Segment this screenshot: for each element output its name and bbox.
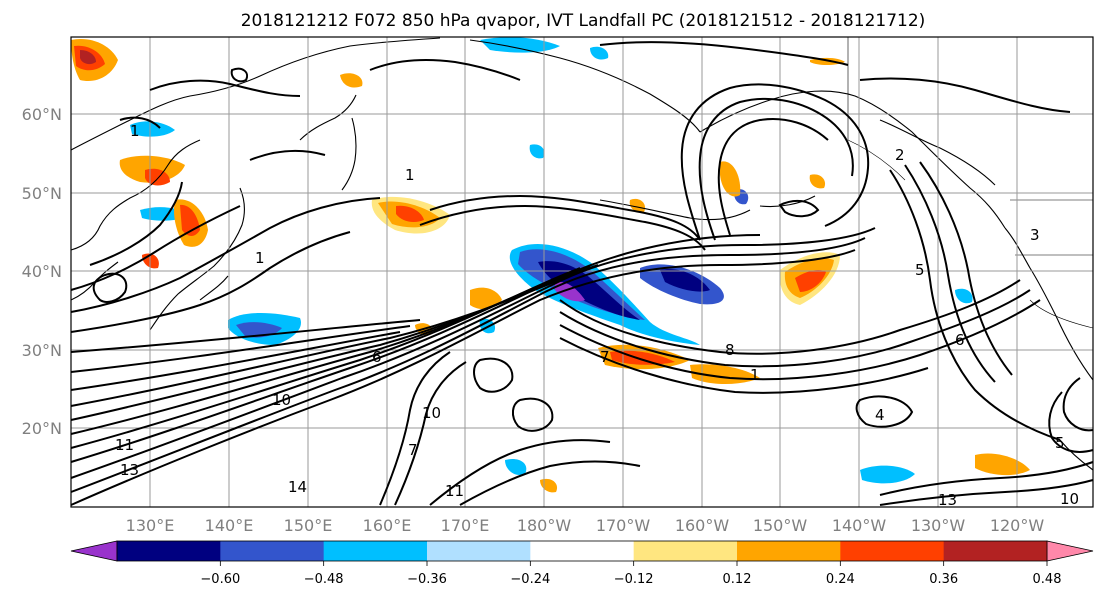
colorbar-segment	[323, 541, 428, 561]
lon-label: 150°W	[753, 516, 808, 535]
colorbar-extend-max	[1046, 540, 1094, 562]
contour-label: 10	[272, 391, 291, 409]
colorbar-tick-label: 0.12	[723, 572, 752, 587]
colorbar-segment	[530, 541, 635, 561]
lat-label: 50°N	[22, 184, 62, 203]
colorbar-segment	[633, 541, 738, 561]
lon-label: 170°E	[441, 516, 490, 535]
contour-label: 1	[750, 366, 760, 384]
lon-label: 140°E	[205, 516, 254, 535]
contour-label: 5	[915, 261, 925, 279]
lon-label: 170°W	[596, 516, 651, 535]
latitude-labels: 60°N 50°N 40°N 30°N 20°N	[22, 105, 62, 438]
contour-label: 1	[130, 122, 140, 140]
colorbar-tick-label: −0.48	[304, 572, 344, 587]
contour-label: 6	[955, 331, 965, 349]
contour-label: 13	[938, 491, 957, 509]
contour-label: 10	[422, 404, 441, 422]
contour-label: 13	[120, 461, 139, 479]
colorbar-segment	[737, 541, 841, 561]
lon-label: 160°W	[675, 516, 730, 535]
colorbar-segment	[427, 541, 531, 561]
contour-label: 1	[255, 249, 265, 267]
lat-label: 60°N	[22, 105, 62, 124]
colorbar-ticks: −0.60 −0.48 −0.36 −0.24 −0.12 0.12 0.24 0.36 0.4…	[200, 561, 1062, 587]
contour-labels: 1 1 1 2 3 5 6 6 7 8 10 10 11 13 13 14 4 …	[115, 122, 1079, 509]
borders	[847, 37, 1094, 329]
colorbar-segment	[117, 541, 221, 561]
colorbar-tick-label: −0.36	[407, 572, 447, 587]
contour-label: 10	[1060, 490, 1079, 508]
colorbar-tick-label: 0.36	[929, 572, 958, 587]
contour-label: 6	[372, 348, 382, 366]
contour-label: 7	[600, 348, 610, 366]
colorbar-segment	[220, 541, 325, 561]
contour-label: 4	[875, 406, 885, 424]
lon-label: 160°E	[363, 516, 412, 535]
lon-label: 140°W	[832, 516, 887, 535]
lat-label: 40°N	[22, 262, 62, 281]
colorbar-frame	[116, 540, 1048, 562]
map-frame	[70, 36, 1094, 508]
colorbar-tick-label: −0.12	[614, 572, 654, 587]
contour-label: 7	[408, 441, 418, 459]
colorbar-tick-label: −0.60	[200, 572, 240, 587]
contour-label: 14	[288, 478, 307, 496]
lat-label: 20°N	[22, 419, 62, 438]
gridlines	[71, 37, 1093, 507]
colorbar-tick-label: 0.24	[826, 572, 855, 587]
contour-label: 5	[1055, 434, 1065, 452]
lon-label: 130°E	[126, 516, 175, 535]
lon-label: 120°W	[990, 516, 1045, 535]
contour-label: 11	[445, 482, 464, 500]
lon-label: 150°E	[284, 516, 333, 535]
map-title: 2018121212 F072 850 hPa qvapor, IVT Land…	[241, 11, 926, 31]
lon-label: 180°W	[517, 516, 572, 535]
lon-label: 130°W	[911, 516, 966, 535]
coastlines	[70, 37, 1094, 471]
lat-label: 30°N	[22, 341, 62, 360]
colorbar-segment	[943, 541, 1048, 561]
contour-label: 1	[405, 166, 415, 184]
map-panel: 1 1 1 2 3 5 6 6 7 8 10 10 11 13 13 14 4 …	[70, 36, 1094, 509]
colorbar-segments	[117, 541, 1048, 561]
contour-label: 3	[1030, 226, 1040, 244]
colorbar-extend-min	[70, 540, 118, 562]
colorbar-tick-label: −0.24	[510, 572, 550, 587]
longitude-labels: 130°E 140°E 150°E 160°E 170°E 180°W 170°…	[126, 516, 1045, 535]
ivt-contours	[70, 41, 1094, 506]
contour-label: 11	[115, 436, 134, 454]
contour-label: 2	[895, 146, 905, 164]
colorbar-segment	[840, 541, 945, 561]
contour-label: 8	[725, 341, 735, 359]
colorbar: −0.60 −0.48 −0.36 −0.24 −0.12 0.12 0.24 0.36 0.4…	[70, 540, 1094, 587]
colorbar-tick-label: 0.48	[1033, 572, 1062, 587]
